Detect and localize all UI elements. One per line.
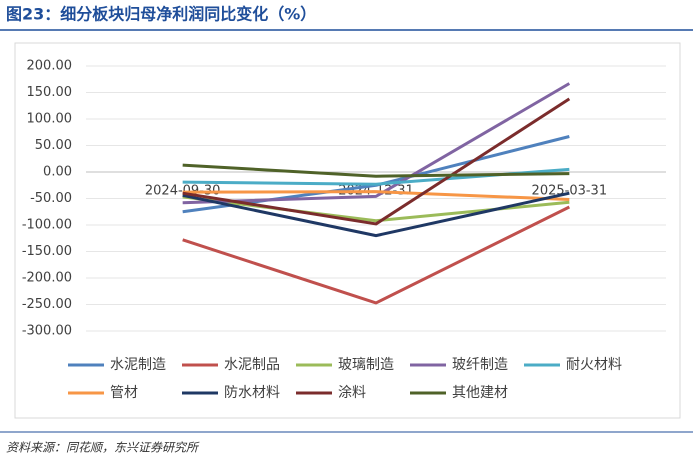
- legend-label: 管材: [110, 385, 138, 401]
- y-tick-label: -250.00: [22, 297, 72, 312]
- series-line: [182, 163, 570, 178]
- legend-label: 玻璃制造: [338, 356, 394, 373]
- y-tick-label: 50.00: [35, 138, 72, 153]
- legend-label: 玻纤制造: [452, 357, 508, 373]
- series-line: [182, 82, 571, 205]
- legend-label: 涂料: [338, 385, 366, 401]
- series-line: [182, 191, 570, 238]
- legend-label: 水泥制品: [224, 357, 280, 373]
- y-tick-label: -200.00: [22, 271, 72, 286]
- y-tick-label: -150.00: [22, 244, 72, 259]
- chart-title: 图23：细分板块归母净利润同比变化（%）: [6, 5, 316, 24]
- x-tick-label: 2025-03-31: [532, 184, 608, 199]
- legend-label: 防水材料: [224, 385, 280, 401]
- legend-label: 耐火材料: [566, 357, 622, 373]
- y-tick-label: 200.00: [27, 59, 73, 74]
- y-tick-label: 150.00: [27, 85, 73, 100]
- series-line: [182, 190, 570, 202]
- y-tick-label: 100.00: [27, 112, 73, 127]
- y-tick-label: -300.00: [22, 324, 72, 339]
- plot-frame: [14, 42, 681, 419]
- source: 资料来源：同花顺，东兴证券研究所: [6, 441, 200, 455]
- y-tick-label: 0.00: [43, 165, 72, 180]
- y-tick-label: -100.00: [22, 218, 72, 233]
- series-line: [182, 97, 571, 226]
- series-line: [182, 205, 571, 305]
- legend-label: 水泥制造: [110, 357, 166, 373]
- y-tick-label: -50.00: [30, 191, 72, 206]
- legend-label: 其他建材: [452, 385, 508, 401]
